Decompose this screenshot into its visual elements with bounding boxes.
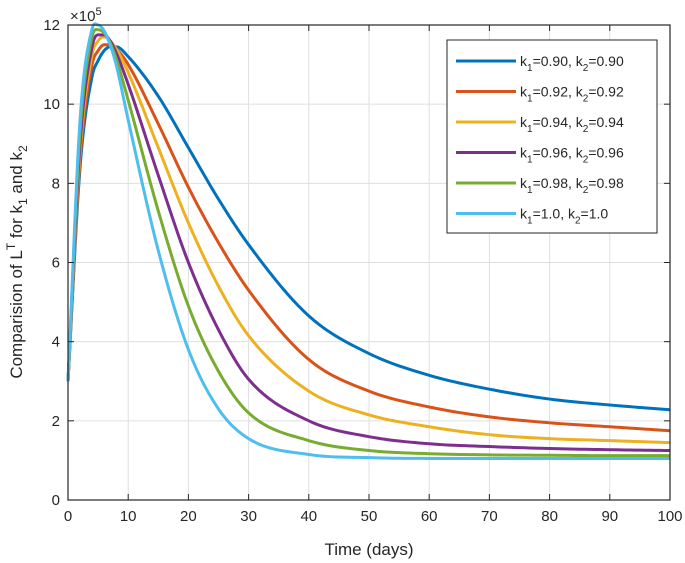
x-tick-label: 100	[657, 508, 682, 525]
series-line-3	[66, 33, 671, 453]
y-tick-label: 12	[43, 17, 60, 34]
series-line-1	[66, 43, 671, 433]
x-tick-label: 90	[601, 508, 618, 525]
x-tick-label: 10	[120, 508, 137, 525]
x-tick-label: 30	[240, 508, 257, 525]
x-tick-label: 0	[64, 508, 72, 525]
legend-item: k1=0.90, k2=0.90	[456, 53, 624, 74]
x-tick-label: 60	[421, 508, 438, 525]
series-line-0	[66, 45, 671, 412]
legend-label: k1=0.96, k2=0.96	[520, 145, 624, 166]
x-tick-label: 70	[481, 508, 498, 525]
series-line-2	[66, 35, 671, 445]
legend-item: k1=0.98, k2=0.98	[456, 175, 624, 196]
y-exponent-label: ×105	[70, 6, 102, 25]
x-axis-label: Time (days)	[324, 540, 413, 559]
legend-label: k1=0.94, k2=0.94	[520, 114, 624, 135]
y-tick-label: 4	[52, 334, 60, 351]
legend: k1=0.90, k2=0.90 k1=0.92, k2=0.92 k1=0.94,…	[446, 39, 658, 234]
x-tick-label: 40	[300, 508, 317, 525]
legend-label: k1=0.92, k2=0.92	[520, 84, 624, 105]
legend-item: k1=0.94, k2=0.94	[456, 114, 624, 135]
y-tick-label: 2	[52, 413, 60, 430]
series-line-4	[66, 28, 670, 458]
legend-label: k1=0.98, k2=0.98	[520, 175, 624, 196]
legend-item: k1=0.96, k2=0.96	[456, 145, 624, 166]
x-tick-label: 20	[180, 508, 197, 525]
x-tick-label: 50	[361, 508, 378, 525]
legend-label: k1=1.0, k2=1.0	[520, 206, 608, 227]
y-axis-label: Comparision of LT for k1 and k2	[4, 145, 30, 379]
axis-ticks: 0 10 20 30 40 50 60 70 80 90 100 0 2 4 6 8 10 12	[43, 17, 682, 525]
y-tick-label: 8	[52, 175, 60, 192]
y-tick-label: 10	[43, 96, 60, 113]
y-tick-label: 6	[52, 255, 60, 272]
legend-label: k1=0.90, k2=0.90	[520, 53, 624, 74]
y-tick-label: 0	[52, 492, 60, 509]
x-tick-label: 80	[541, 508, 558, 525]
legend-box	[446, 39, 658, 234]
legend-item: k1=1.0, k2=1.0	[456, 206, 608, 227]
legend-item: k1=0.92, k2=0.92	[456, 84, 624, 105]
